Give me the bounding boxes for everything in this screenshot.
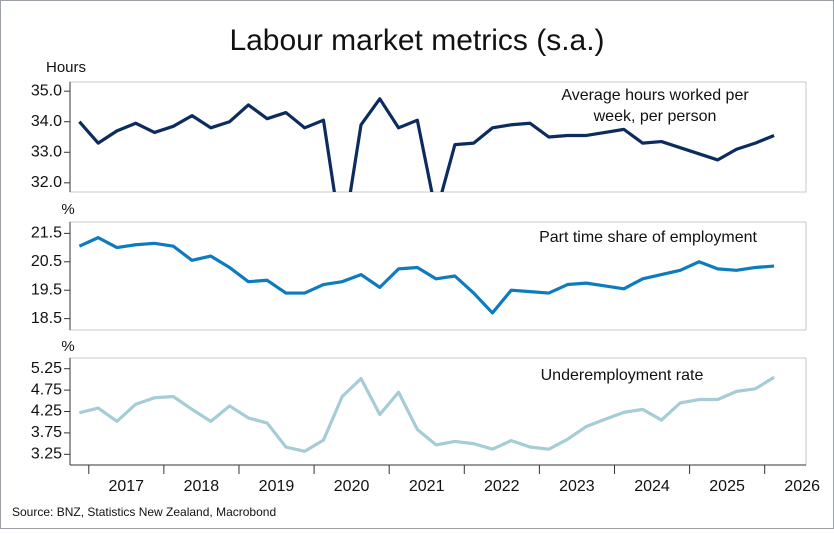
- annotation: Part time share of employment: [539, 229, 757, 246]
- y-axis-label: %: [61, 201, 74, 218]
- y-tick-label: 33.0: [31, 143, 62, 160]
- y-tick-label: 18.5: [31, 310, 62, 327]
- y-tick-label: 3.75: [31, 424, 62, 441]
- source: Source: BNZ, Statistics New Zealand, Mac…: [12, 505, 276, 519]
- series-line: [78, 236, 775, 315]
- chart-title: Labour market metrics (s.a.): [229, 24, 604, 57]
- annotation: Average hours worked per: [561, 87, 749, 104]
- annotation: week, per person: [593, 108, 717, 125]
- y-tick-label: 34.0: [31, 113, 62, 130]
- x-tick-label: 2025: [709, 478, 745, 495]
- x-tick-label: 2020: [334, 478, 370, 495]
- x-tick-label: 2026: [784, 478, 820, 495]
- y-tick-label: 35.0: [31, 82, 62, 99]
- y-tick-label: 4.25: [31, 403, 62, 420]
- annotation: Underemployment rate: [541, 367, 704, 384]
- series-line: [78, 97, 775, 192]
- x-tick-label: 2021: [409, 478, 445, 495]
- series-line: [79, 375, 775, 453]
- y-tick-label: 20.5: [31, 253, 62, 270]
- y-axis-label: Hours: [46, 59, 86, 76]
- y-tick-label: 5.25: [31, 360, 62, 377]
- y-axis-label: %: [61, 338, 74, 355]
- y-tick-label: 3.25: [31, 446, 62, 463]
- x-tick-label: 2017: [108, 478, 144, 495]
- x-tick-label: 2019: [259, 478, 295, 495]
- x-tick-label: 2022: [484, 478, 520, 495]
- y-tick-label: 4.75: [31, 381, 62, 398]
- x-tick-label: 2018: [184, 478, 220, 495]
- y-tick-label: 19.5: [31, 281, 62, 298]
- y-tick-label: 21.5: [31, 225, 62, 242]
- x-tick-label: 2023: [559, 478, 595, 495]
- y-tick-label: 32.0: [31, 174, 62, 191]
- x-tick-label: 2024: [634, 478, 670, 495]
